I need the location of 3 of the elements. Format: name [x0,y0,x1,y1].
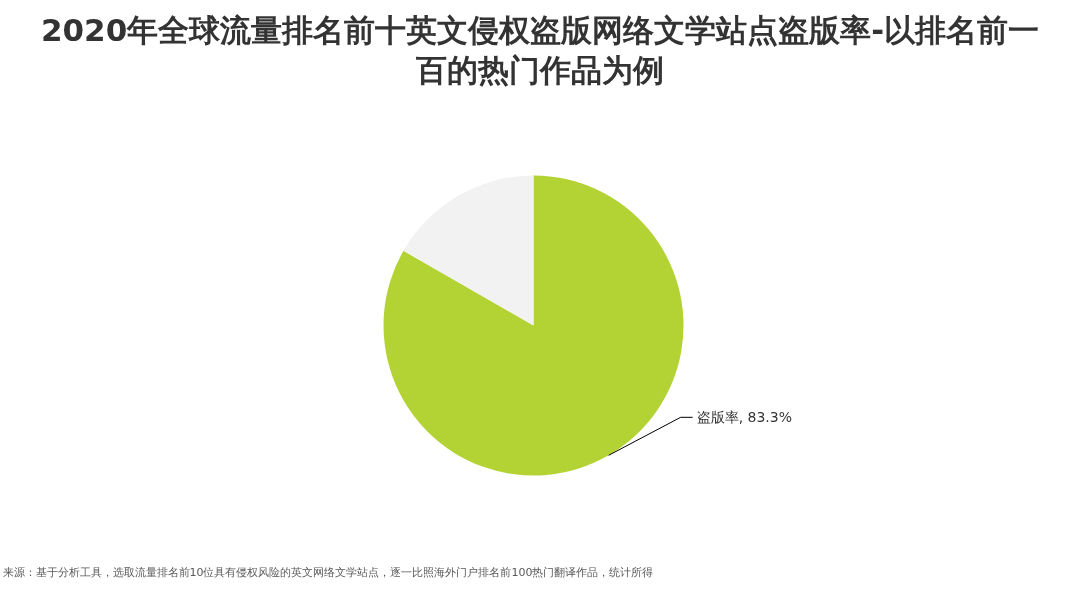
source-note: 来源：基于分析工具，选取流量排名前10位具有侵权风险的英文网络文学站点，逐一比照海外门户排名前100热门翻译作品，统计所得 [2,566,654,579]
chart-title: 2020年全球流量排名前十英文侵权盗版网络文学站点盗版率-以排名前一百的热门作品为例 [40,11,1040,91]
slice-label: 盗版率, 83.3% [696,409,793,426]
